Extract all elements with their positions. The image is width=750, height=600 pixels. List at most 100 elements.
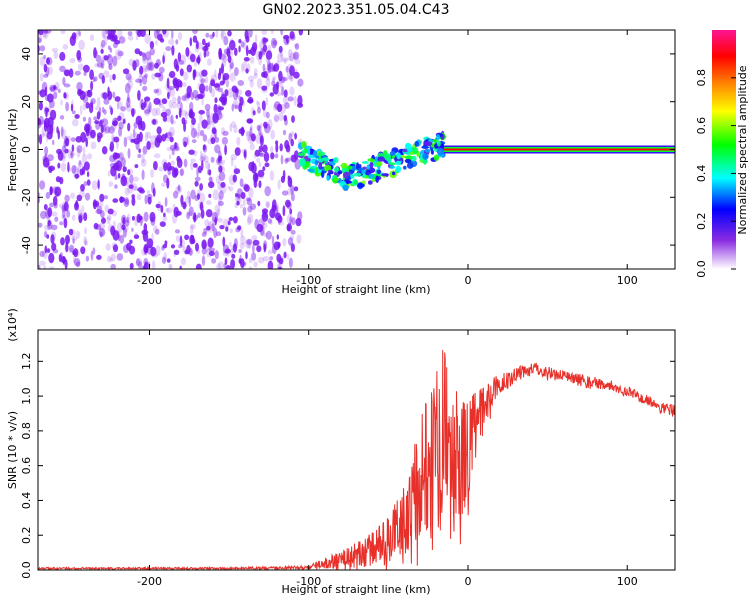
noise-blob: [289, 86, 295, 96]
colorbar-gradient: [712, 30, 736, 269]
noise-blob: [201, 239, 207, 250]
band-blob: [395, 165, 402, 173]
noise-blob: [213, 227, 218, 238]
noise-blob: [153, 225, 158, 234]
noise-blob: [70, 150, 74, 159]
noise-blob: [166, 77, 170, 89]
noise-blob: [199, 83, 206, 94]
noise-blob: [208, 176, 213, 182]
noise-blob: [65, 234, 70, 245]
noise-blob: [215, 175, 222, 184]
noise-blob: [42, 157, 50, 168]
noise-blob: [211, 127, 217, 135]
spectrogram-x-ticks: -200 -100 0 100: [137, 30, 638, 287]
noise-blob: [72, 119, 79, 127]
noise-blob: [127, 185, 134, 194]
noise-blob: [248, 187, 254, 199]
noise-blob: [141, 56, 149, 64]
noise-blob: [185, 47, 190, 57]
noise-blob: [138, 51, 143, 56]
noise-blob: [248, 266, 253, 269]
noise-blob: [167, 131, 174, 137]
noise-blob: [289, 235, 295, 241]
noise-blob: [64, 245, 70, 253]
noise-blob: [158, 166, 164, 172]
noise-blob: [194, 60, 198, 67]
noise-blob: [265, 230, 272, 240]
steady-line-core: [444, 148, 675, 151]
band-blob: [321, 157, 329, 161]
noise-blob: [206, 114, 211, 126]
noise-blob: [212, 112, 219, 124]
noise-blob: [111, 242, 118, 250]
band-blob: [419, 153, 423, 162]
noise-blob: [200, 150, 203, 158]
noise-blob: [149, 139, 155, 145]
noise-blob: [171, 45, 175, 56]
noise-blob: [264, 123, 271, 134]
noise-blob: [248, 257, 253, 264]
noise-blob: [291, 115, 295, 123]
x-tick-label: -100: [296, 274, 321, 287]
noise-blob: [262, 37, 269, 43]
noise-blob: [44, 245, 48, 254]
band-blob: [376, 161, 383, 167]
y-tick-label: 0.8: [20, 422, 33, 440]
band-blob: [389, 165, 396, 169]
noise-blob: [175, 210, 182, 216]
noise-blob: [297, 95, 303, 106]
noise-blob: [285, 66, 289, 73]
noise-blob: [78, 39, 85, 51]
noise-blob: [104, 195, 108, 200]
noise-blob: [138, 74, 144, 83]
noise-blob: [144, 73, 148, 78]
noise-blob: [71, 236, 78, 241]
noise-blob: [188, 111, 195, 119]
noise-blob: [269, 208, 276, 219]
band-blob: [342, 184, 349, 190]
noise-blob: [231, 245, 234, 251]
band-blob: [392, 171, 396, 176]
noise-blob: [293, 71, 300, 79]
noise-blob: [112, 136, 116, 143]
noise-blob: [38, 119, 42, 129]
noise-blob: [258, 218, 264, 224]
noise-blob: [288, 74, 294, 81]
noise-blob: [148, 101, 152, 113]
noise-blob: [238, 39, 242, 44]
noise-blob: [261, 208, 269, 214]
noise-blob: [127, 168, 134, 175]
noise-blob: [276, 263, 283, 269]
noise-blob: [200, 91, 206, 99]
noise-blob: [234, 202, 239, 209]
noise-blob: [180, 202, 188, 208]
noise-blob: [149, 41, 155, 49]
noise-blob: [220, 30, 224, 41]
noise-blob: [126, 216, 129, 223]
noise-blob: [217, 87, 224, 93]
noise-blob: [183, 141, 188, 148]
noise-blob: [154, 62, 159, 69]
noise-blob: [210, 78, 216, 86]
noise-blob: [142, 265, 147, 269]
noise-blob: [110, 35, 117, 42]
noise-blob: [263, 243, 267, 253]
noise-blob: [38, 32, 43, 44]
noise-blob: [189, 37, 193, 47]
noise-blob: [233, 168, 241, 175]
noise-blob: [168, 85, 175, 91]
noise-blob: [245, 45, 249, 57]
noise-blob: [92, 77, 96, 82]
noise-blob: [210, 88, 216, 98]
noise-blob: [166, 131, 172, 139]
noise-blob: [166, 258, 171, 263]
noise-blob: [77, 63, 84, 71]
noise-blob: [159, 221, 166, 227]
noise-blob: [196, 57, 202, 63]
noise-blob: [71, 110, 76, 115]
noise-blob: [103, 55, 109, 61]
noise-blob: [191, 139, 197, 144]
noise-blob: [112, 73, 116, 81]
noise-blob: [100, 48, 104, 54]
noise-blob: [77, 56, 83, 63]
